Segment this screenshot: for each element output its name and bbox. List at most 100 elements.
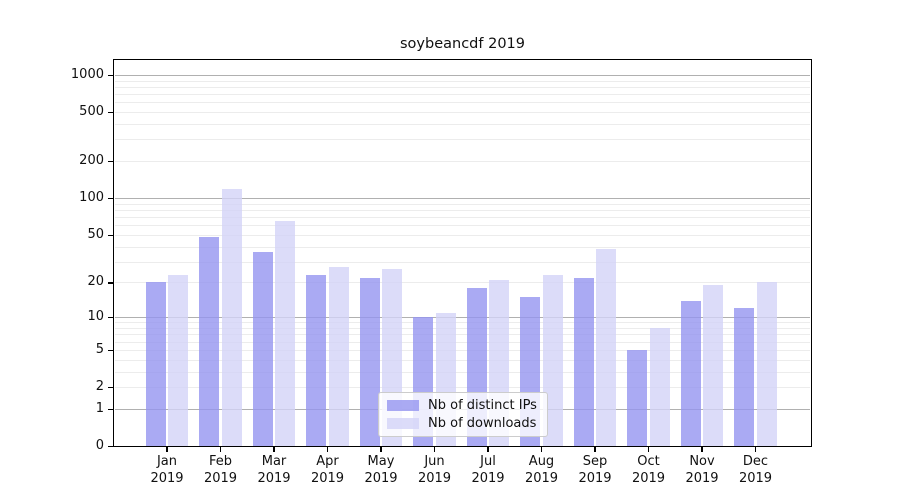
x-tick-label-feb-2019: Feb 2019 [203,454,238,486]
minor-gridline-300 [115,139,810,141]
y-tickmark-500 [108,112,113,114]
bar-downloads-sep-2019 [596,249,617,446]
x-tick-label-jan-2019: Jan 2019 [150,454,184,486]
minor-gridline-2 [115,387,810,388]
x-tickmark-aug-2019 [540,447,543,452]
x-tick-label-may-2019: May 2019 [364,454,398,486]
bar-distinct-ips-oct-2019 [627,349,648,446]
y-tickmark-5 [108,349,113,351]
minor-gridline-700 [115,94,810,95]
x-tick-label-apr-2019: Apr 2019 [310,454,345,486]
major-gridline-1000 [115,74,810,76]
chart-title: soybeancdf 2019 [400,36,525,52]
bar-distinct-ips-feb-2019 [199,236,220,446]
minor-gridline-900 [115,80,810,82]
y-tick-label-20: 20 [87,274,104,290]
minor-gridline-8 [115,328,810,329]
x-tickmark-oct-2019 [647,447,650,452]
x-tick-label-aug-2019: Aug 2019 [524,454,559,486]
y-tick-label-1: 1 [95,400,104,416]
bar-downloads-oct-2019 [649,328,670,446]
x-tick-label-jun-2019: Jun 2019 [417,454,452,486]
y-tick-label-200: 200 [79,153,104,169]
chart-legend: Nb of distinct IPs Nb of downloads [378,392,548,437]
y-tick-label-10: 10 [87,309,104,325]
minor-gridline-50 [115,234,810,236]
minor-gridline-6 [115,341,810,343]
bar-distinct-ips-dec-2019 [734,308,755,446]
y-tick-label-500: 500 [79,104,104,119]
legend-label-distinct-ips: Nb of distinct IPs [428,397,537,413]
x-tickmark-mar-2019 [273,447,275,452]
minor-gridline-80 [115,209,810,211]
legend-row-downloads: Nb of downloads [387,416,539,431]
y-tickmark-1 [108,408,113,410]
bar-downloads-dec-2019 [756,282,777,446]
plot-area-border [113,59,812,447]
legend-swatch-downloads-icon [387,418,419,430]
x-tickmark-nov-2019 [701,447,703,452]
legend-row-distinct-ips: Nb of distinct IPs [387,398,539,413]
y-tickmark-50 [108,234,113,236]
minor-gridline-30 [115,261,810,263]
x-tick-label-sep-2019: Sep 2019 [578,454,612,486]
y-tickmark-2 [108,387,113,389]
bar-downloads-feb-2019 [221,189,242,446]
x-tickmark-jan-2019 [166,447,168,452]
minor-gridline-3 [115,371,810,373]
minor-gridline-40 [115,246,810,248]
minor-gridline-7 [115,334,810,336]
minor-gridline-9 [115,322,810,324]
y-tick-label-1000: 1000 [70,66,104,82]
x-tickmark-sep-2019 [594,447,596,452]
x-tick-label-dec-2019: Dec 2019 [738,454,773,486]
major-gridline-100 [115,198,810,200]
y-tickmark-100 [108,198,113,200]
y-tickmark-200 [108,161,113,163]
x-tickmark-feb-2019 [219,447,222,452]
legend-label-downloads: Nb of downloads [428,416,537,432]
y-tickmark-10 [108,317,113,319]
minor-gridline-200 [115,161,810,163]
major-gridline-10 [115,317,810,319]
minor-gridline-4 [115,359,810,361]
minor-gridline-90 [115,203,810,205]
x-tickmark-jun-2019 [433,447,436,452]
y-tick-label-50: 50 [87,226,104,242]
minor-gridline-500 [115,112,810,113]
x-tickmark-jul-2019 [487,447,489,452]
x-tickmark-apr-2019 [326,447,329,452]
x-tickmark-may-2019 [380,447,382,452]
minor-gridline-5 [115,349,810,351]
minor-gridline-800 [115,86,810,88]
minor-gridline-20 [115,282,810,284]
y-tick-label-2: 2 [95,379,104,394]
x-tick-label-oct-2019: Oct 2019 [631,454,666,486]
bar-downloads-apr-2019 [328,267,349,446]
bar-distinct-ips-nov-2019 [680,300,701,446]
y-tick-label-0: 0 [95,438,104,453]
minor-gridline-60 [115,225,810,227]
x-tickmark-dec-2019 [754,447,757,452]
bar-distinct-ips-may-2019 [359,277,380,446]
x-tick-label-nov-2019: Nov 2019 [685,454,719,486]
bar-downloads-nov-2019 [703,285,724,446]
bar-downloads-jan-2019 [168,275,189,446]
x-tick-label-jul-2019: Jul 2019 [471,454,505,486]
bar-distinct-ips-sep-2019 [573,277,594,446]
y-tick-label-100: 100 [79,190,104,206]
minor-gridline-400 [115,124,810,125]
minor-gridline-70 [115,217,810,218]
bar-distinct-ips-mar-2019 [252,252,273,446]
legend-swatch-distinct-ips-icon [387,399,419,411]
y-tickmark-20 [108,282,113,284]
y-tickmark-0 [108,446,113,448]
bar-distinct-ips-apr-2019 [306,275,327,446]
x-tick-label-mar-2019: Mar 2019 [257,454,291,486]
y-tickmark-1000 [108,74,113,76]
bar-distinct-ips-jan-2019 [145,282,166,446]
bar-downloads-mar-2019 [275,220,296,446]
y-tick-label-5: 5 [95,341,104,357]
minor-gridline-600 [115,102,810,104]
